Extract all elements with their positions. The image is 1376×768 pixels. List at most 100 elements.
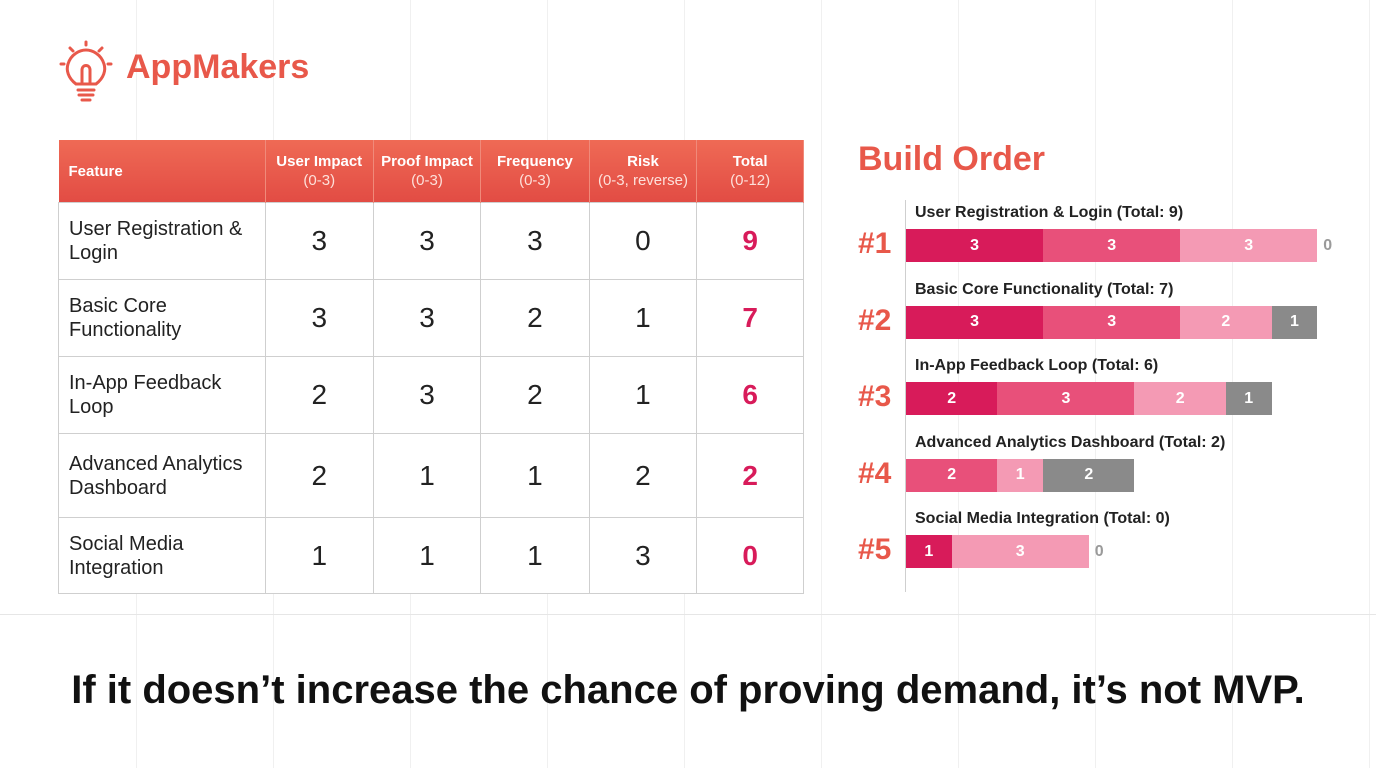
segment-label: 3 <box>970 236 979 254</box>
rank-label: #3 <box>858 380 892 413</box>
score-cell: 6 <box>696 356 804 434</box>
bar-label: Basic Core Functionality (Total: 7) <box>915 280 1174 298</box>
column-title: Feature <box>68 162 123 180</box>
column-title: Total <box>732 153 768 170</box>
score-cell: 7 <box>696 279 804 357</box>
segment-label: 3 <box>1107 313 1117 330</box>
bar-segment: 2 <box>906 458 998 492</box>
feature-cell: Advanced Analytics Dashboard <box>58 433 266 518</box>
score-cell: 2 <box>264 356 374 434</box>
segment-label: 1 <box>1289 313 1299 330</box>
segment-label: 3 <box>1061 389 1071 407</box>
rank-label: #2 <box>858 303 892 337</box>
segment-label: 2 <box>947 466 957 483</box>
score-cell: 0 <box>696 517 804 594</box>
cell-text: 3 <box>311 302 328 333</box>
cell-text: 2 <box>311 459 328 491</box>
cell-text: 3 <box>527 225 543 256</box>
segment-label: 3 <box>1107 236 1117 254</box>
build-order-title: Build Order <box>858 140 1046 178</box>
table-row: Advanced Analytics Dashboard 2 1 1 2 2 <box>58 433 804 518</box>
cell-text: 0 <box>635 225 651 256</box>
table-body: User Registration & Login 3 3 3 0 9 Basic Core… <box>58 202 804 594</box>
score-cell: 1 <box>588 279 698 357</box>
column-title: Proof Impact <box>381 153 473 170</box>
segment-label: 3 <box>970 313 979 330</box>
cell-text: 2 <box>742 459 758 491</box>
score-cell: 2 <box>480 279 590 357</box>
cell-text: 1 <box>419 539 435 571</box>
rank-label: #5 <box>858 533 892 566</box>
bar-label: Advanced Analytics Dashboard (Total: 2) <box>915 433 1226 451</box>
cell-text: 1 <box>419 459 435 491</box>
column-header: Proof Impact (0-3) <box>373 140 482 203</box>
axis-line <box>905 200 906 592</box>
cell-text: Basic Core Functionality <box>69 295 182 341</box>
bar-segment: 3 <box>1180 229 1318 262</box>
column-title: Risk <box>627 153 659 170</box>
segment-label: 0 <box>1323 236 1333 254</box>
table-row: In-App Feedback Loop 2 3 2 1 6 <box>58 356 804 434</box>
tagline: If it doesn’t increase the chance of pro… <box>71 668 1305 712</box>
score-cell: 9 <box>696 202 804 280</box>
segment-label: 2 <box>947 389 957 407</box>
score-cell: 1 <box>588 356 698 434</box>
cell-text: 1 <box>311 539 328 571</box>
feature-cell: Social Media Integration <box>58 517 266 594</box>
cell-text: 1 <box>635 379 651 410</box>
cell-text: 3 <box>419 225 435 256</box>
cell-text: 6 <box>742 379 758 410</box>
brand-name: AppMakers <box>126 48 310 86</box>
column-subtitle: (0-3, reverse) <box>597 172 688 189</box>
bar-segment: 1 <box>906 535 952 568</box>
bar-label: Social Media Integration (Total: 0) <box>915 510 1170 527</box>
bar-segment: 3 <box>951 535 1089 568</box>
score-cell: 1 <box>264 517 374 594</box>
stacked-bar: 3 3 3 0 <box>906 229 1332 262</box>
score-cell: 2 <box>696 433 804 518</box>
bar-segment: 3 <box>1043 305 1181 339</box>
cell-text: 1 <box>635 302 651 333</box>
cell-text: 3 <box>419 302 435 333</box>
cell-text: 2 <box>311 379 328 410</box>
bar-segment: 2 <box>1043 458 1135 492</box>
column-subtitle: (0-3) <box>519 172 551 189</box>
stacked-bar: 1 3 0 <box>906 535 1104 568</box>
score-cell: 2 <box>264 433 374 518</box>
segment-label: 1 <box>1244 389 1254 407</box>
cell-text: 3 <box>311 225 328 256</box>
cell-text: 1 <box>527 539 543 571</box>
column-subtitle: (0-12) <box>730 172 771 189</box>
score-cell: 0 <box>588 202 698 280</box>
column-header: Frequency (0-3) <box>480 140 590 203</box>
bar-segment: 1 <box>1225 382 1272 415</box>
score-cell: 3 <box>372 279 482 357</box>
table-row: Basic Core Functionality 3 3 2 1 7 <box>58 279 804 357</box>
column-header: Feature <box>58 140 266 203</box>
score-cell: 3 <box>372 356 482 434</box>
cell-text: 7 <box>742 302 758 333</box>
rank-label: #4 <box>858 456 892 490</box>
column-subtitle: (0-3) <box>411 172 443 189</box>
bar-segment: 2 <box>906 382 998 415</box>
column-title: Frequency <box>496 153 573 170</box>
feature-cell: User Registration & Login <box>58 202 266 280</box>
score-cell: 1 <box>372 517 482 594</box>
segment-label: 2 <box>1221 313 1231 330</box>
bar-segment: 1 <box>1271 305 1318 339</box>
column-header: User Impact (0-3) <box>265 140 374 203</box>
bar-label: In-App Feedback Loop (Total: 6) <box>915 357 1159 374</box>
cell-text: 0 <box>742 539 758 571</box>
cell-text: 1 <box>527 459 543 491</box>
segment-label: 1 <box>924 542 934 560</box>
bar-segment: 3 <box>1043 229 1181 262</box>
stacked-bar: 3 3 2 1 <box>906 305 1318 339</box>
header-row: Feature User Impact (0-3) Proof Impact (0-3)… <box>58 140 804 203</box>
cell-text: In-App Feedback Loop <box>69 372 222 418</box>
score-cell: 3 <box>372 202 482 280</box>
segment-label: 2 <box>1084 466 1094 483</box>
feature-cell: In-App Feedback Loop <box>58 356 266 434</box>
feature-cell: Basic Core Functionality <box>58 279 266 357</box>
logo-icon <box>59 40 113 102</box>
segment-label: 1 <box>1015 466 1025 483</box>
